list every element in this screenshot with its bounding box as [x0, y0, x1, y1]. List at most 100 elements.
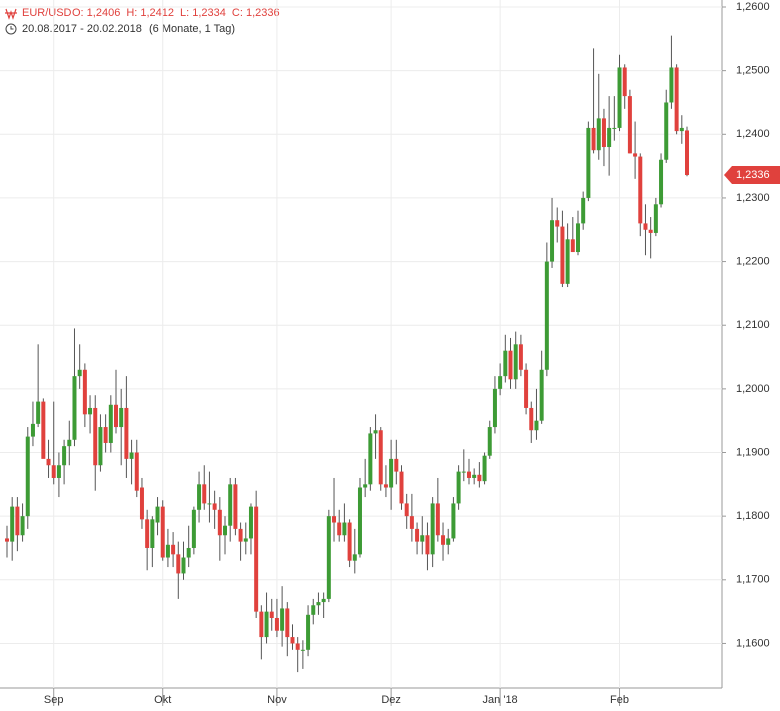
y-tick-label: 1,2100 [736, 319, 770, 331]
candle-body [679, 127, 684, 132]
candle-body [425, 535, 430, 555]
candle-body [539, 369, 544, 421]
candle-body [321, 598, 326, 603]
x-tick-label: Nov [267, 694, 287, 706]
date-range: 20.08.2017 - 20.02.2018 [22, 23, 142, 35]
candle-body [461, 471, 466, 473]
candle-body [451, 503, 456, 539]
candle-body [638, 156, 643, 224]
candle-body [25, 436, 30, 517]
y-tick-label: 1,1800 [736, 510, 770, 522]
candle-body [51, 465, 56, 478]
candle-body [664, 102, 669, 160]
candle-body [259, 611, 264, 638]
y-tick-label: 1,2500 [736, 65, 770, 77]
candle-body [82, 369, 87, 415]
candle-body [617, 67, 622, 128]
candle-body [223, 525, 228, 536]
currency-icon [5, 8, 17, 20]
candle-body [139, 487, 144, 520]
candle-body [368, 433, 373, 485]
candle-body [627, 96, 632, 154]
candle-body [67, 439, 72, 447]
candle-body [435, 503, 440, 536]
candle-body [150, 519, 155, 548]
last-price-tag [724, 166, 780, 185]
candle-body [119, 407, 124, 428]
candle-body [357, 487, 362, 555]
candle-body [15, 506, 20, 536]
candle-body [674, 67, 679, 132]
candle-body [155, 506, 160, 523]
candle-body [389, 458, 394, 488]
candle-body [233, 484, 238, 529]
y-tick-label: 1,1900 [736, 446, 770, 458]
y-tick-label: 1,2200 [736, 255, 770, 267]
y-tick-label: 1,2400 [736, 128, 770, 140]
candle-body [311, 605, 316, 615]
candle-body [191, 509, 196, 548]
candle-body [20, 516, 25, 536]
candle-body [93, 407, 98, 466]
candle-body [524, 369, 529, 408]
candle-body [248, 506, 253, 539]
ohlc-value: C: 1,2336 [232, 7, 280, 19]
candle-body [186, 547, 191, 558]
candle-body [300, 649, 305, 651]
ohlc-value: L: 1,2334 [180, 7, 226, 19]
symbol: EUR/USD [22, 7, 72, 19]
candle-body [560, 226, 565, 284]
candle-body [217, 509, 222, 536]
candle-body [363, 484, 368, 488]
candle-body [456, 471, 461, 504]
candle-body [503, 350, 508, 377]
last-price-label: 1,2336 [736, 169, 770, 181]
candle-body [5, 538, 9, 542]
candle-body [326, 516, 331, 599]
x-tick-label: Okt [154, 694, 171, 706]
candle-body [295, 643, 300, 650]
candle-body [653, 204, 658, 233]
x-tick-label: Sep [44, 694, 64, 706]
candle-body [404, 503, 409, 517]
candle-body [269, 611, 274, 618]
candle-body [160, 506, 165, 558]
candle-body [176, 554, 181, 574]
candle-body [285, 608, 290, 638]
candle-body [228, 484, 233, 526]
candle-body [550, 220, 555, 262]
candle-body [581, 197, 586, 224]
candle-body [56, 465, 61, 478]
candle-body [441, 535, 446, 545]
candle-body [238, 528, 243, 542]
candle-body [290, 637, 295, 644]
candle-body [254, 506, 259, 612]
candle-body [171, 544, 176, 555]
candle-body [643, 223, 648, 230]
candle-body [280, 608, 285, 631]
candle-body [498, 376, 503, 389]
period: (6 Monate, 1 Tag) [149, 23, 235, 35]
candle-body [544, 261, 549, 370]
candle-body [88, 407, 93, 415]
candle-body [124, 407, 129, 459]
y-tick-label: 1,2000 [736, 383, 770, 395]
candle-body [466, 471, 471, 478]
candle-body [565, 239, 570, 284]
candle-body [508, 350, 513, 380]
y-tick-label: 1,1600 [736, 637, 770, 649]
candle-body [207, 503, 212, 505]
candle-body [383, 484, 388, 488]
candle-body [685, 130, 689, 176]
candle-body [165, 544, 170, 558]
y-tick-label: 1,2600 [736, 1, 770, 13]
ohlc-value: O: 1,2406 [72, 7, 120, 19]
x-tick-label: Feb [610, 694, 629, 706]
candle-body [108, 404, 113, 443]
candle-body [373, 430, 378, 434]
candle-body [669, 67, 674, 103]
candle-body [513, 344, 518, 380]
candle-body [482, 455, 487, 482]
